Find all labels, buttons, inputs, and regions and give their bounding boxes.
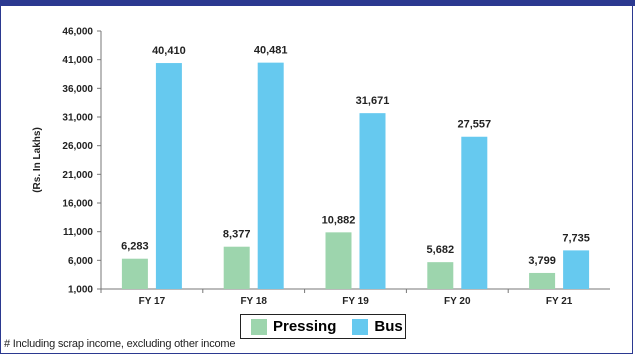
data-label-bus: 7,735 bbox=[562, 232, 590, 244]
data-label-bus: 27,557 bbox=[457, 119, 491, 131]
y-tick-label: 46,000 bbox=[62, 27, 93, 38]
bar-pressing bbox=[121, 258, 148, 289]
bar-pressing bbox=[529, 272, 556, 289]
x-tick-label: FY 18 bbox=[240, 296, 267, 307]
y-tick-label: 36,000 bbox=[62, 84, 93, 95]
y-tick-label: 26,000 bbox=[62, 141, 93, 152]
bar-pressing bbox=[427, 262, 454, 289]
y-tick-label: 16,000 bbox=[62, 199, 93, 210]
x-tick-label: FY 19 bbox=[342, 296, 369, 307]
y-tick-label: 11,000 bbox=[63, 227, 93, 238]
data-label-pressing: 10,882 bbox=[322, 214, 356, 226]
data-label-bus: 40,481 bbox=[254, 45, 288, 57]
y-axis-title: (Rs. In Lakhs) bbox=[32, 127, 43, 193]
legend-label-pressing: Pressing bbox=[273, 318, 337, 335]
bar-bus bbox=[257, 62, 284, 289]
chart-frame bbox=[0, 6, 633, 354]
data-label-pressing: 6,283 bbox=[121, 241, 149, 253]
data-label-pressing: 8,377 bbox=[223, 229, 251, 241]
bar-bus bbox=[359, 113, 386, 290]
footnote: # Including scrap income, excluding othe… bbox=[4, 338, 236, 350]
data-label-bus: 40,410 bbox=[152, 45, 186, 57]
top-accent-bar bbox=[0, 0, 635, 6]
data-label-pressing: 3,799 bbox=[528, 255, 556, 267]
legend-label-bus: Bus bbox=[374, 318, 403, 335]
bar-bus bbox=[461, 136, 488, 289]
y-tick-label: 31,000 bbox=[62, 113, 93, 124]
y-tick-label: 41,000 bbox=[62, 55, 93, 66]
legend-item-pressing: Pressing bbox=[251, 318, 336, 335]
legend-item-bus: Bus bbox=[352, 318, 403, 335]
legend-swatch-bus bbox=[352, 318, 369, 335]
y-tick-label: 6,000 bbox=[68, 256, 93, 267]
legend-swatch-pressing bbox=[251, 318, 267, 335]
data-label-pressing: 5,682 bbox=[427, 244, 455, 256]
bar-pressing bbox=[223, 246, 250, 289]
bar-pressing bbox=[325, 232, 352, 289]
chart-legend: Pressing Bus bbox=[240, 314, 406, 339]
x-tick-label: FY 20 bbox=[444, 296, 471, 307]
x-tick-label: FY 17 bbox=[139, 296, 166, 307]
y-tick-label: 21,000 bbox=[62, 170, 93, 181]
bar-bus bbox=[563, 250, 590, 289]
y-tick-label: 1,000 bbox=[68, 285, 93, 296]
data-label-bus: 31,671 bbox=[356, 95, 390, 107]
bar-bus bbox=[155, 63, 182, 289]
x-tick-label: FY 21 bbox=[546, 296, 573, 307]
